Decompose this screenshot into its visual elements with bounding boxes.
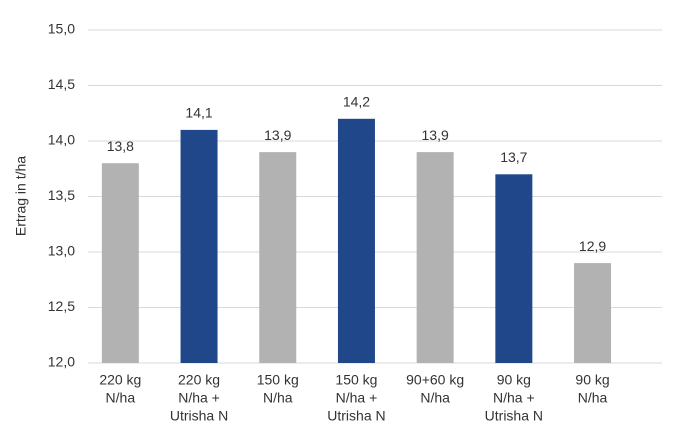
value-label: 13,9 bbox=[422, 127, 449, 143]
bar bbox=[259, 152, 297, 363]
x-tick-label: 90 kg bbox=[575, 372, 609, 388]
x-tick-label: Utrisha N bbox=[170, 408, 228, 424]
y-tick-label: 14,0 bbox=[48, 132, 75, 148]
y-tick-label: 12,5 bbox=[48, 298, 75, 314]
x-tick-label: 90+60 kg bbox=[406, 372, 464, 388]
value-label: 13,7 bbox=[500, 149, 527, 165]
bar bbox=[101, 163, 139, 363]
y-tick-label: 13,0 bbox=[48, 243, 75, 259]
bar bbox=[337, 118, 375, 363]
bar bbox=[495, 174, 533, 363]
bar bbox=[180, 129, 218, 363]
y-tick-label: 12,0 bbox=[48, 354, 75, 370]
value-label: 12,9 bbox=[579, 238, 606, 254]
y-axis-label: Ertrag in t/ha bbox=[13, 156, 29, 236]
value-label: 13,8 bbox=[107, 138, 134, 154]
x-tick-label: N/ha bbox=[578, 390, 608, 406]
x-tick-label: N/ha + bbox=[493, 390, 535, 406]
value-label: 14,1 bbox=[185, 105, 212, 121]
y-tick-label: 13,5 bbox=[48, 187, 75, 203]
value-label: 13,9 bbox=[264, 127, 291, 143]
x-tick-label: Utrisha N bbox=[485, 408, 543, 424]
x-tick-label: 220 kg bbox=[178, 372, 220, 388]
x-tick-label: N/ha + bbox=[336, 390, 378, 406]
bar bbox=[574, 263, 612, 363]
x-tick-label: N/ha bbox=[420, 390, 450, 406]
x-tick-label: 150 kg bbox=[335, 372, 377, 388]
y-tick-label: 15,0 bbox=[48, 21, 75, 37]
x-tick-label: N/ha bbox=[263, 390, 293, 406]
value-label: 14,2 bbox=[343, 94, 370, 110]
x-tick-label: 150 kg bbox=[257, 372, 299, 388]
y-tick-label: 14,5 bbox=[48, 76, 75, 92]
x-tick-label: N/ha bbox=[106, 390, 136, 406]
x-tick-label: Utrisha N bbox=[327, 408, 385, 424]
bar bbox=[416, 152, 454, 363]
x-tick-label: 220 kg bbox=[99, 372, 141, 388]
x-tick-label: N/ha + bbox=[178, 390, 220, 406]
x-tick-label: 90 kg bbox=[497, 372, 531, 388]
